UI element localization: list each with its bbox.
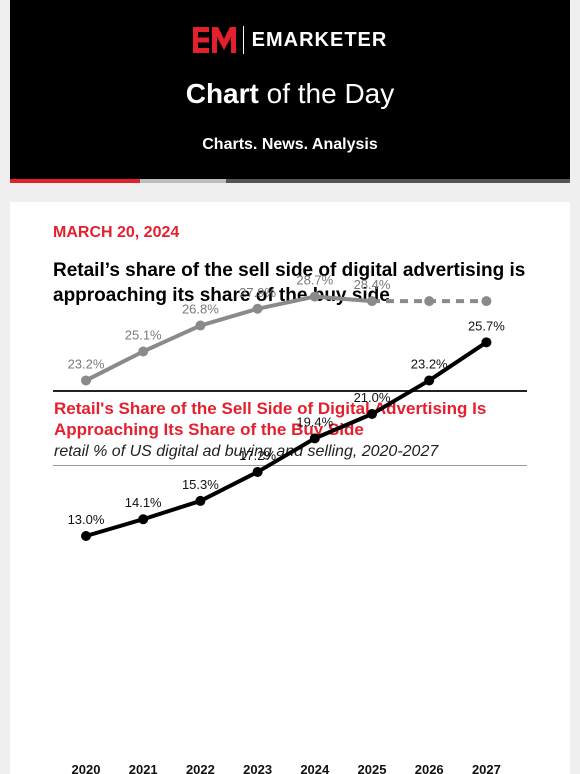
brand-name: EMARKETER [251, 28, 388, 51]
title-rest: of the Day [266, 78, 395, 109]
em-logo-icon [192, 27, 237, 53]
x-tick-label: 2021 [129, 762, 158, 774]
series-0-data-label: 28.4% [354, 277, 391, 292]
series-1-data-label: 25.7% [468, 318, 505, 333]
series-0-line [85, 294, 373, 383]
chart-subtitle-rule [53, 465, 527, 466]
series-1-point [367, 409, 377, 419]
series-0-data-label: 28.7% [296, 273, 333, 288]
series-1-point [195, 495, 206, 506]
series-0-point [81, 375, 91, 386]
series-1-line [85, 340, 488, 538]
accent-bar-light [140, 179, 226, 183]
series-1-data-label: 21.0% [354, 390, 391, 405]
series-1-data-label: 19.4% [296, 414, 333, 429]
title-bold: Chart [185, 78, 259, 109]
tagline: Charts. News. Analysis [202, 136, 378, 153]
series-1-data-label: 15.3% [182, 477, 219, 492]
article-card: MARCH 20, 2024 Retail’s share of the sel… [10, 202, 570, 774]
series-1-point [138, 514, 149, 525]
series-1-data-label: 17.2% [239, 448, 276, 463]
brand-logo[interactable]: EMARKETER [10, 26, 570, 54]
series-1-point [309, 433, 320, 444]
series-0-point [367, 296, 377, 307]
series-1-point [81, 531, 91, 541]
series-1-point [424, 375, 435, 386]
accent-bar-red [10, 179, 140, 183]
series-1-point [481, 337, 492, 348]
x-tick-label: 2020 [72, 762, 101, 774]
series-0-point [424, 296, 435, 307]
x-tick-label: 2026 [415, 762, 444, 774]
chart-title: Retail's Share of the Sell Side of Digit… [54, 399, 487, 439]
x-tick-label: 2024 [300, 762, 330, 774]
chart-top-rule [53, 390, 527, 392]
newsletter-header: EMARKETER Chart of the Day Charts. News.… [10, 0, 570, 183]
chart-subtitle: retail % of US digital ad buying and sel… [54, 443, 439, 460]
header-accent-bar [10, 179, 570, 183]
x-tick-label: 2025 [358, 762, 387, 774]
series-0-data-label: 23.2% [68, 356, 105, 371]
series-0-data-label: 26.8% [182, 302, 219, 317]
newsletter-title: Chart of the Day [10, 78, 570, 110]
line-chart: 23.2% 25.1% 26.8% 27.9% 28.7% 28.4% 13.0% 14.1%… [68, 273, 506, 774]
x-tick-label: 2022 [186, 762, 215, 774]
logo-divider [242, 26, 244, 54]
article-date: MARCH 20, 2024 [53, 224, 180, 241]
article-headline[interactable]: Retail’s share of the sell side of digit… [53, 260, 526, 306]
series-0-point [195, 320, 206, 331]
series-1-data-label: 13.0% [68, 512, 105, 527]
series-0-point [309, 291, 320, 302]
series-0-point [138, 346, 149, 357]
x-tick-label: 2027 [472, 762, 501, 774]
series-0-data-label: 25.1% [125, 327, 162, 342]
series-0-point [252, 303, 263, 314]
series-1-data-label: 14.1% [125, 495, 162, 510]
series-0-point [481, 296, 492, 307]
series-1-point [252, 466, 263, 477]
series-1-data-label: 23.2% [411, 356, 448, 371]
series-0-data-label: 27.9% [239, 285, 276, 300]
x-tick-label: 2023 [243, 762, 272, 774]
